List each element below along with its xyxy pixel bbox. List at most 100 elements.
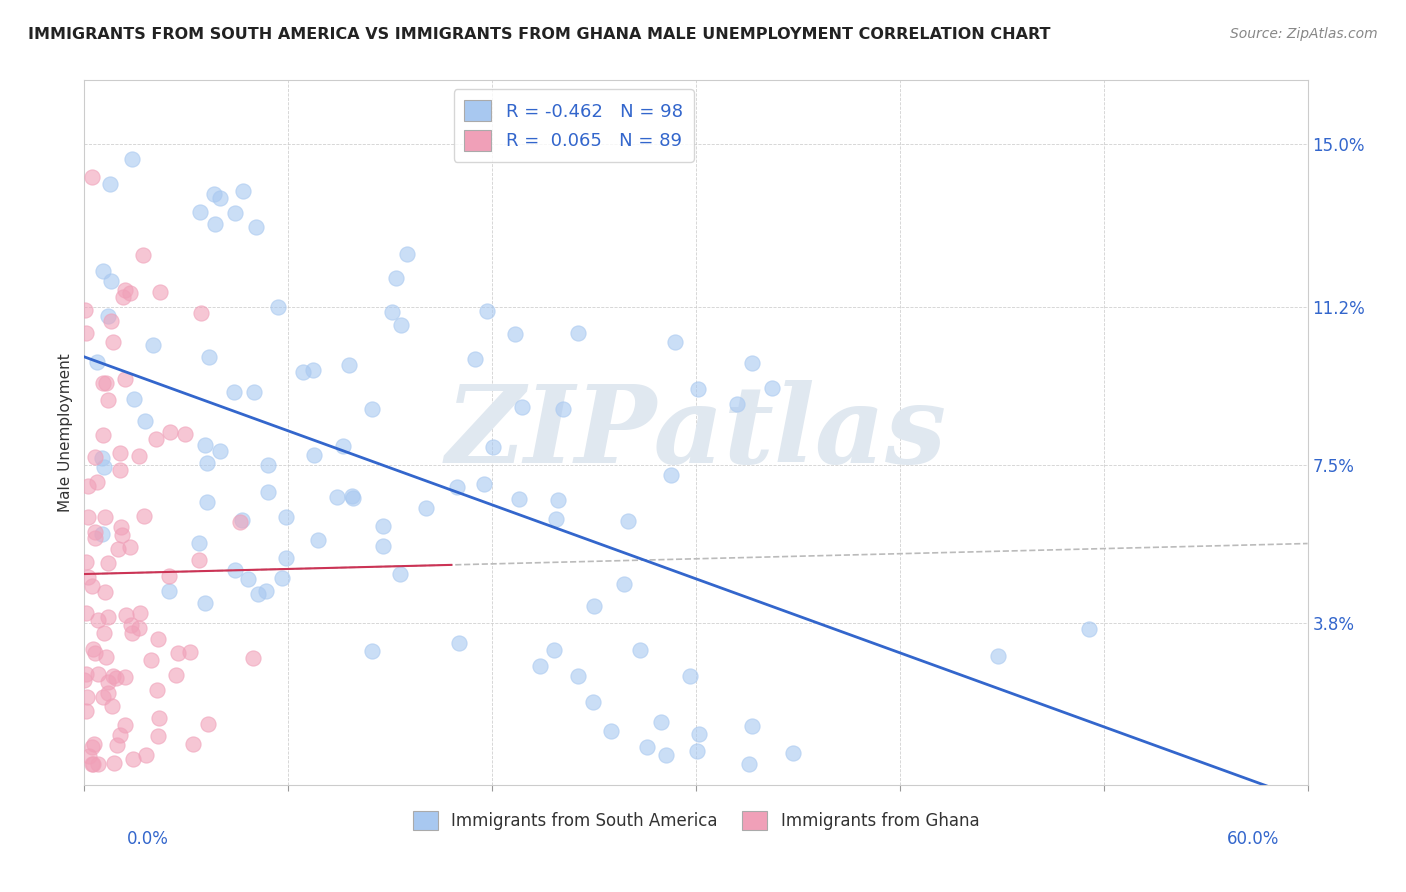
Point (231, 184, 253, 198)
Point (76, 690, 98, 705)
Point (96, 309, 118, 323)
Point (114, 718, 136, 732)
Point (173, 427, 195, 442)
Point (187, 536, 209, 550)
Point (111, 528, 134, 542)
Point (987, 649, 1010, 664)
Point (678, 669, 700, 683)
Point (547, 492, 569, 507)
Point (195, 494, 218, 508)
Point (389, 318, 412, 332)
Point (371, 539, 394, 553)
Point (91, 428, 114, 442)
Point (94, 376, 117, 390)
Point (686, 743, 709, 757)
Point (80, 756, 103, 771)
Point (75, 606, 97, 620)
Point (76, 569, 98, 583)
Point (179, 645, 201, 659)
Point (84, 531, 107, 545)
Point (208, 191, 231, 205)
Point (447, 636, 470, 650)
Point (83, 646, 105, 660)
Point (146, 729, 169, 743)
Point (782, 747, 804, 761)
Point (101, 335, 124, 350)
Point (77, 748, 100, 763)
Point (84, 525, 107, 540)
Point (118, 285, 141, 300)
Point (738, 756, 761, 771)
Point (83, 737, 105, 751)
Point (110, 728, 132, 742)
Point (75, 555, 97, 569)
Point (105, 671, 128, 685)
Point (139, 653, 162, 667)
Point (187, 553, 209, 567)
Text: 0.0%: 0.0% (127, 830, 169, 847)
Point (276, 551, 298, 566)
Point (245, 219, 267, 234)
Point (600, 723, 623, 738)
Point (91, 451, 114, 466)
Point (157, 584, 180, 599)
Point (510, 400, 533, 414)
Point (103, 756, 125, 770)
Point (75, 666, 97, 681)
Point (342, 491, 364, 505)
Point (128, 450, 150, 464)
Point (97, 610, 120, 624)
Point (101, 699, 124, 714)
Point (103, 668, 125, 682)
Point (325, 490, 347, 504)
Point (100, 274, 122, 288)
Point (115, 607, 138, 622)
Point (190, 204, 212, 219)
Point (384, 270, 406, 285)
Point (229, 516, 252, 530)
Point (659, 467, 682, 482)
Point (551, 401, 574, 416)
Point (415, 501, 437, 516)
Point (340, 490, 363, 504)
Point (224, 563, 246, 577)
Point (73, 673, 96, 688)
Point (80, 579, 103, 593)
Point (371, 519, 394, 533)
Point (93, 626, 115, 640)
Point (97, 392, 120, 407)
Point (87, 613, 110, 627)
Point (165, 667, 187, 681)
Text: IMMIGRANTS FROM SOUTH AMERICA VS IMMIGRANTS FROM GHANA MALE UNEMPLOYMENT CORRELA: IMMIGRANTS FROM SOUTH AMERICA VS IMMIGRA… (28, 27, 1050, 42)
Point (100, 314, 122, 328)
Point (197, 716, 219, 731)
Point (114, 670, 136, 684)
Point (114, 371, 136, 385)
Point (267, 300, 290, 314)
Point (135, 747, 157, 762)
Point (481, 441, 503, 455)
Point (107, 542, 129, 557)
Point (194, 596, 217, 610)
Text: 60.0%: 60.0% (1227, 830, 1279, 847)
Point (86, 475, 108, 490)
Point (132, 509, 155, 524)
Point (446, 480, 468, 494)
Point (546, 512, 568, 526)
Point (242, 651, 264, 665)
Point (274, 510, 297, 524)
Point (686, 383, 709, 397)
Point (190, 306, 212, 320)
Point (94, 509, 117, 524)
Point (105, 739, 128, 753)
Point (195, 456, 218, 470)
Point (236, 573, 259, 587)
Text: ZIPatlas: ZIPatlas (446, 380, 946, 485)
Point (112, 290, 135, 304)
Point (110, 446, 132, 460)
Point (613, 576, 636, 591)
Point (122, 752, 145, 766)
Point (110, 520, 132, 534)
Point (543, 643, 565, 657)
Point (381, 305, 404, 319)
